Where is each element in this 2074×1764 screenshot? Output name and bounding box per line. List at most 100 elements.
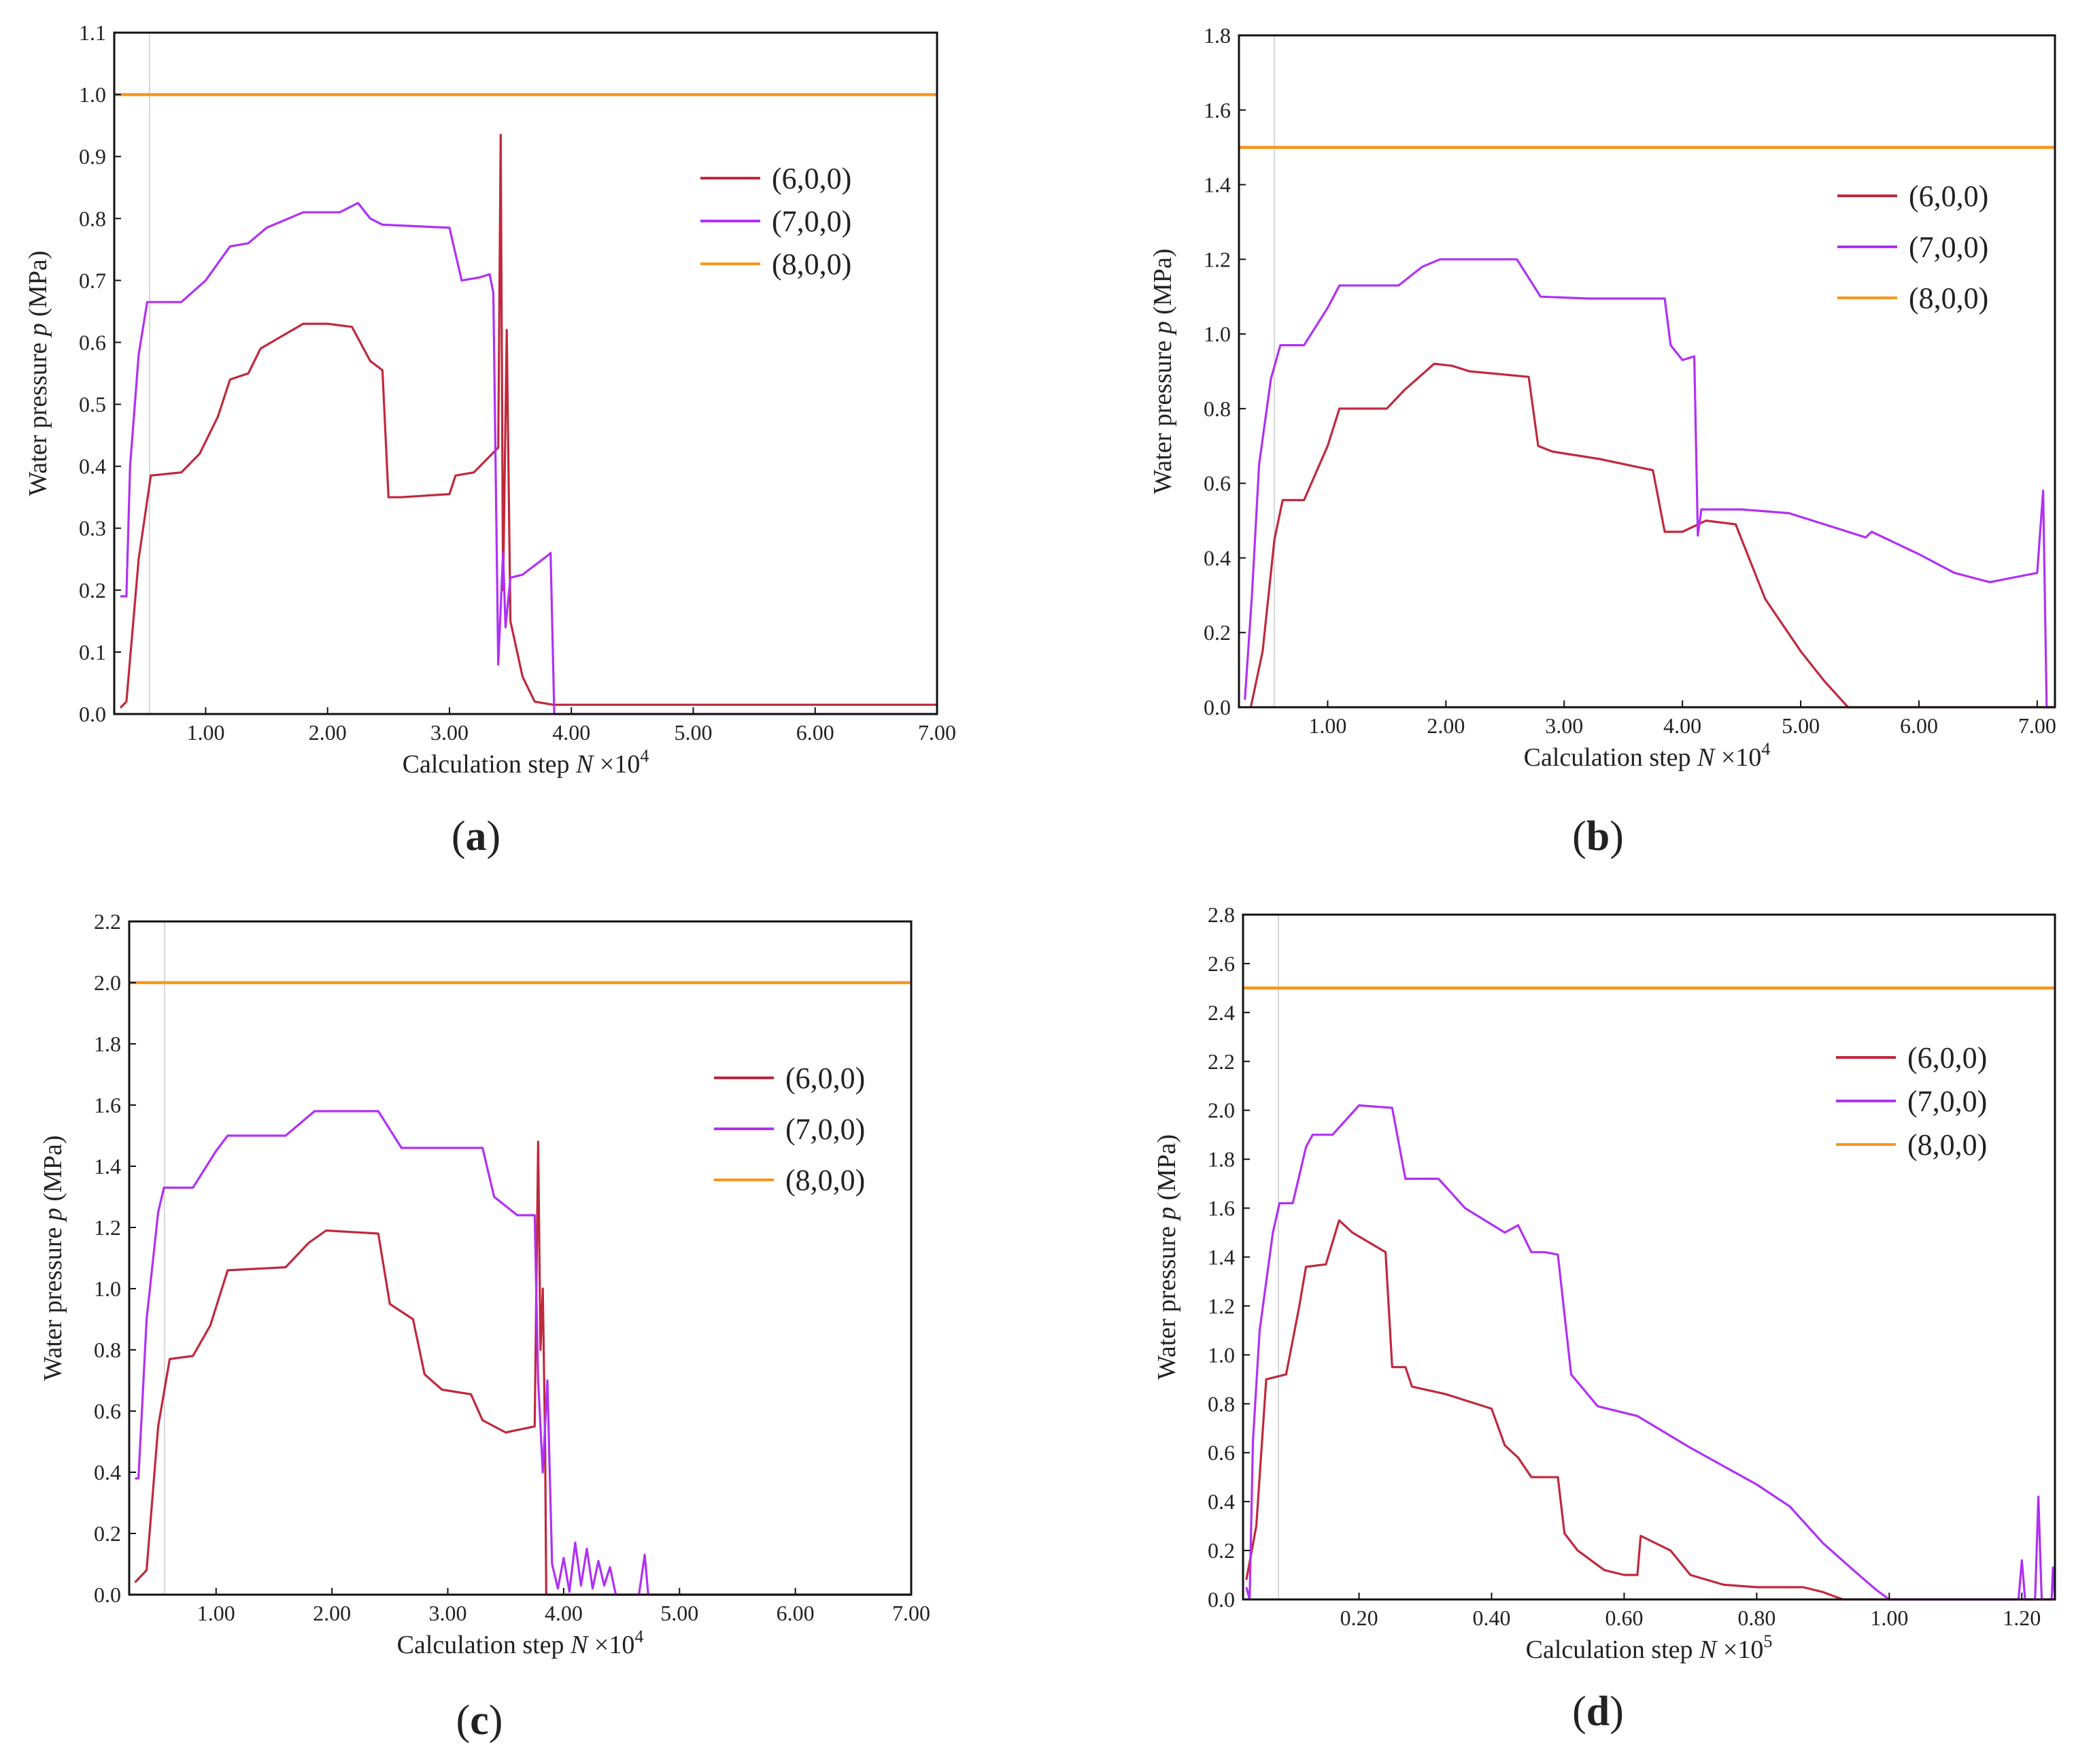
y-tick-label: 0.2 (1204, 620, 1231, 645)
x-tick-label: 4.00 (1663, 713, 1701, 738)
y-axis-title-unit: (MPa) (39, 1136, 67, 1208)
y-tick-label: 1.4 (94, 1154, 121, 1178)
panel-label-close: ) (1610, 1689, 1624, 1735)
y-tick-label: 0.2 (94, 1521, 121, 1546)
y-tick-label: 0.2 (1208, 1538, 1235, 1563)
y-axis-title-text: Water pressure (1153, 1220, 1181, 1380)
x-axis-title-var: N (1697, 743, 1716, 772)
y-tick-label: 2.8 (1208, 902, 1235, 927)
y-tick-label: 0.6 (94, 1399, 121, 1423)
y-tick-label: 0.6 (79, 330, 106, 354)
legend: (6,0,0) (7,0,0) (8,0,0) (714, 1062, 865, 1197)
y-axis-title-unit: (MPa) (24, 251, 52, 324)
x-axis-title: Calculation step N ×104 (403, 746, 649, 779)
y-tick-label: 1.6 (1208, 1196, 1235, 1221)
x-axis-title-exp: 5 (1763, 1631, 1772, 1651)
x-tick-label: 1.00 (197, 1601, 235, 1625)
x-tick-label: 5.00 (674, 720, 712, 745)
x-axis-title: Calculation step N ×104 (1524, 739, 1771, 772)
panel-label-open: ( (1572, 813, 1586, 860)
x-tick-label: 0.60 (1605, 1606, 1643, 1630)
y-tick-label: 0.8 (1204, 396, 1231, 421)
y-tick-label: 0.0 (94, 1582, 121, 1607)
panel-label: (b) (1572, 813, 1624, 860)
x-tick-label: 7.00 (892, 1601, 930, 1625)
panel-d: 0.0 0.2 0.4 0.6 0.8 1.0 1.2 1.4 1.6 1.8 2.0 2.2 2.4 2… (1153, 902, 2056, 1735)
panel-label-letter: b (1586, 813, 1610, 860)
legend-label: (8,0,0) (785, 1164, 865, 1197)
y-tick-label: 1.2 (1204, 247, 1231, 271)
panel-label-close: ) (1610, 813, 1624, 860)
x-axis-title: Calculation step N ×104 (397, 1627, 644, 1659)
panel-label-letter: d (1586, 1689, 1610, 1735)
y-tick-label: 2.2 (1208, 1049, 1235, 1074)
y-tick-label: 1.0 (94, 1276, 121, 1301)
y-tick-label: 0.5 (79, 392, 106, 417)
x-tick-label: 4.00 (545, 1601, 583, 1625)
y-tick-label: 0.8 (79, 206, 106, 231)
x-tick-label: 2.00 (309, 720, 347, 745)
y-tick-label: 1.0 (1204, 322, 1231, 346)
y-tick-label: 0.8 (1208, 1391, 1235, 1416)
series-line-600 (134, 1140, 911, 1596)
y-tick-label: 2.0 (94, 970, 121, 995)
series-line-700 (1244, 258, 2055, 709)
panel-a: 0.0 0.1 0.2 0.3 0.4 0.5 0.6 0.7 0.8 0.9 1.0 1.1 1.00… (24, 20, 956, 860)
y-tick-label: 0.6 (1204, 471, 1231, 496)
x-axis-title-text: Calculation step (397, 1631, 571, 1659)
y-tick-label: 2.2 (94, 909, 121, 934)
x-tick-label: 3.00 (430, 720, 469, 745)
y-axis-title-text: Water pressure (1149, 334, 1177, 494)
legend-label: (7,0,0) (772, 205, 851, 238)
legend-label: (7,0,0) (1907, 1085, 1987, 1118)
panel-label: (a) (452, 813, 500, 860)
y-axis-title-var: p (39, 1208, 67, 1223)
x-axis-title-var: N (570, 1631, 590, 1659)
x-axis-title-mult: ×10 (1714, 743, 1761, 772)
legend: (6,0,0) (7,0,0) (8,0,0) (1837, 180, 1988, 315)
y-tick-label: 1.6 (94, 1093, 121, 1117)
legend-label: (6,0,0) (785, 1062, 865, 1095)
x-axis-title-text: Calculation step (1524, 743, 1697, 772)
x-tick-label: 7.00 (2018, 713, 2056, 738)
legend-label: (6,0,0) (1907, 1041, 1987, 1074)
y-axis-title: Water pressure p (MPa) (39, 1136, 67, 1381)
x-tick-label: 2.00 (313, 1601, 351, 1625)
panel-b: 0.0 0.2 0.4 0.6 0.8 1.0 1.2 1.4 1.6 1.8 1.00 2.00 3.… (1149, 23, 2056, 860)
y-axis-title-var: p (1153, 1207, 1181, 1222)
x-tick-label: 1.00 (186, 720, 224, 745)
x-tick-label: 4.00 (552, 720, 590, 745)
x-axis-title-text: Calculation step (403, 750, 576, 779)
y-tick-label: 0.6 (1208, 1440, 1235, 1465)
y-axis-title-unit: (MPa) (1149, 249, 1177, 322)
y-tick-label: 0.7 (79, 268, 106, 292)
legend-label: (8,0,0) (1909, 282, 1988, 315)
plot-area (129, 921, 911, 1595)
y-axis-title-text: Water pressure (39, 1221, 67, 1380)
panel-label-close: ) (489, 1697, 503, 1744)
y-tick-label: 2.0 (1208, 1098, 1235, 1123)
y-axis-title: Water pressure p (MPa) (1149, 249, 1177, 494)
x-tick-label: 2.00 (1427, 713, 1465, 738)
series-line-700 (120, 201, 937, 715)
plot-area (1239, 35, 2055, 707)
panel-label-letter: a (466, 813, 487, 860)
x-axis-title-mult: ×10 (588, 1631, 634, 1659)
y-tick-label: 0.0 (1208, 1587, 1235, 1612)
y-tick-label: 0.1 (79, 640, 106, 664)
legend-label: (8,0,0) (1907, 1128, 1987, 1161)
legend-label: (8,0,0) (772, 248, 851, 281)
y-tick-label: 1.8 (1204, 23, 1231, 48)
y-tick-label: 1.4 (1208, 1245, 1235, 1270)
y-tick-label: 2.6 (1208, 951, 1235, 976)
x-tick-label: 0.40 (1473, 1606, 1511, 1630)
y-tick-label: 0.0 (79, 702, 106, 726)
x-axis-title: Calculation step N ×105 (1526, 1631, 1773, 1664)
x-axis-title-var: N (575, 750, 595, 779)
x-axis-title-mult: ×10 (1716, 1635, 1763, 1664)
x-tick-label: 3.00 (429, 1601, 467, 1625)
x-tick-label: 5.00 (660, 1601, 698, 1625)
legend-label: (6,0,0) (772, 162, 851, 195)
y-tick-label: 0.4 (1204, 545, 1231, 570)
